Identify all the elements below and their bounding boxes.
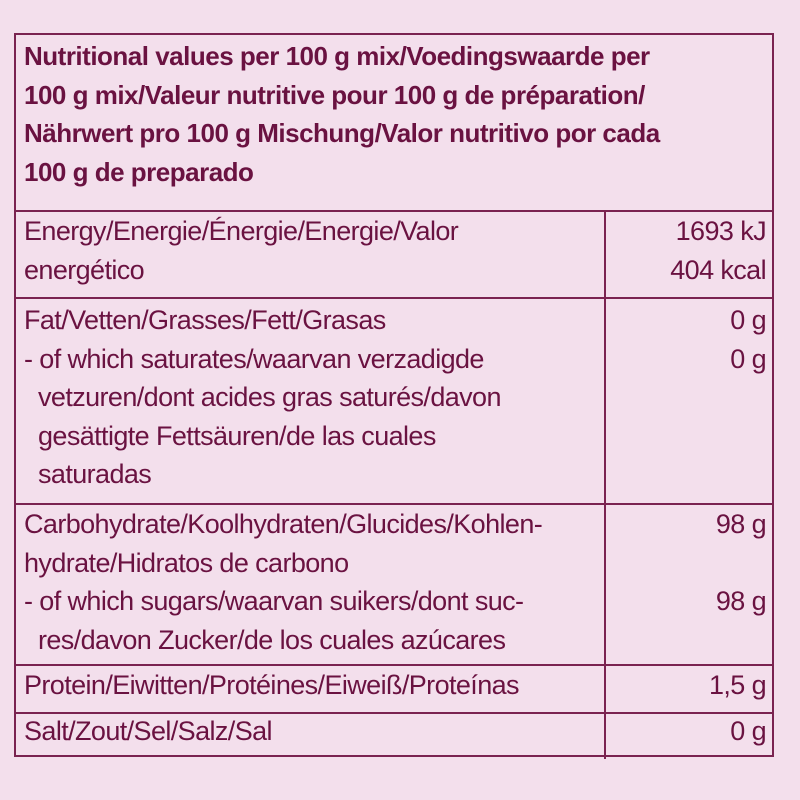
row-value: 1,5 g — [708, 666, 767, 705]
header-line: 100 g mix/Valeur nutritive pour 100 g de… — [24, 79, 645, 110]
table-row-carbohydrate: Carbohydrate/Koolhydraten/Glucides/Kohle… — [16, 503, 772, 666]
table-row-protein: Protein/Eiwitten/Protéines/Eiweiß/Proteí… — [16, 664, 772, 713]
table-row-salt: Salt/Zout/Sel/Salz/Sal 0 g — [16, 712, 772, 759]
value-line: 0 g — [730, 716, 766, 746]
column-divider — [604, 299, 606, 505]
label-line: - of which saturates/waarvan verzadigde — [24, 343, 484, 374]
label-line: res/davon Zucker/de los cuales azúcares — [38, 624, 506, 655]
label-line: Salt/Zout/Sel/Salz/Sal — [24, 716, 273, 746]
column-divider — [604, 714, 606, 759]
value-line: 1693 kJ — [675, 216, 767, 246]
label-line: vetzuren/dont acides gras saturés/davon — [38, 382, 501, 412]
table-row-energy: Energy/Energie/Énergie/Energie/Valor ene… — [16, 210, 772, 298]
value-line: 0 g — [730, 305, 766, 335]
nutrition-table: Nutritional values per 100 g mix/Voeding… — [14, 33, 774, 759]
label-line: - of which sugars/waarvan suikers/dont s… — [24, 586, 524, 616]
value-line: 98 g — [715, 586, 767, 616]
row-label: Carbohydrate/Koolhydraten/Glucides/Kohle… — [24, 505, 543, 659]
row-value: 0 g 0 g — [730, 301, 766, 378]
label-line: Protein/Eiwitten/Protéines/Eiweiß/Proteí… — [24, 670, 520, 700]
value-line: 1,5 g — [708, 670, 767, 700]
row-label: Energy/Energie/Énergie/Energie/Valor ene… — [24, 212, 459, 289]
header-line: Nutritional values per 100 g mix/Voeding… — [24, 41, 650, 71]
table-row-fat: Fat/Vetten/Grasses/Fett/Grasas - of whic… — [16, 297, 772, 505]
value-line: 404 kcal — [670, 254, 766, 285]
column-divider — [604, 666, 606, 713]
column-divider — [604, 505, 606, 666]
label-line: hydrate/Hidratos de carbono — [24, 547, 349, 578]
header-line: Nährwert pro 100 g Mischung/Valor nutrit… — [24, 118, 660, 148]
label-line: Energy/Energie/Énergie/Energie/Valor — [24, 216, 459, 246]
label-line: saturadas — [38, 459, 152, 489]
label-line: Fat/Vetten/Grasses/Fett/Grasas — [24, 305, 386, 335]
column-divider — [604, 212, 606, 298]
row-value: 1693 kJ 404 kcal — [670, 212, 766, 289]
header-line: 100 g de preparado — [24, 156, 254, 187]
label-line: gesättigte Fettsäuren/de las cuales — [38, 420, 436, 451]
header-title: Nutritional values per 100 g mix/Voeding… — [24, 37, 660, 191]
value-line: 0 g — [730, 343, 766, 374]
row-value: 98 g 98 g — [715, 505, 767, 621]
value-line: 98 g — [715, 509, 767, 539]
row-label: Protein/Eiwitten/Protéines/Eiweiß/Proteí… — [24, 666, 520, 705]
label-line: Carbohydrate/Koolhydraten/Glucides/Kohle… — [24, 509, 543, 539]
row-label: Salt/Zout/Sel/Salz/Sal — [24, 712, 273, 751]
table-header: Nutritional values per 100 g mix/Voeding… — [16, 35, 772, 210]
row-label: Fat/Vetten/Grasses/Fett/Grasas - of whic… — [24, 301, 501, 494]
label-line: energético — [24, 254, 145, 285]
row-value: 0 g — [730, 712, 766, 751]
value-line — [716, 544, 766, 583]
